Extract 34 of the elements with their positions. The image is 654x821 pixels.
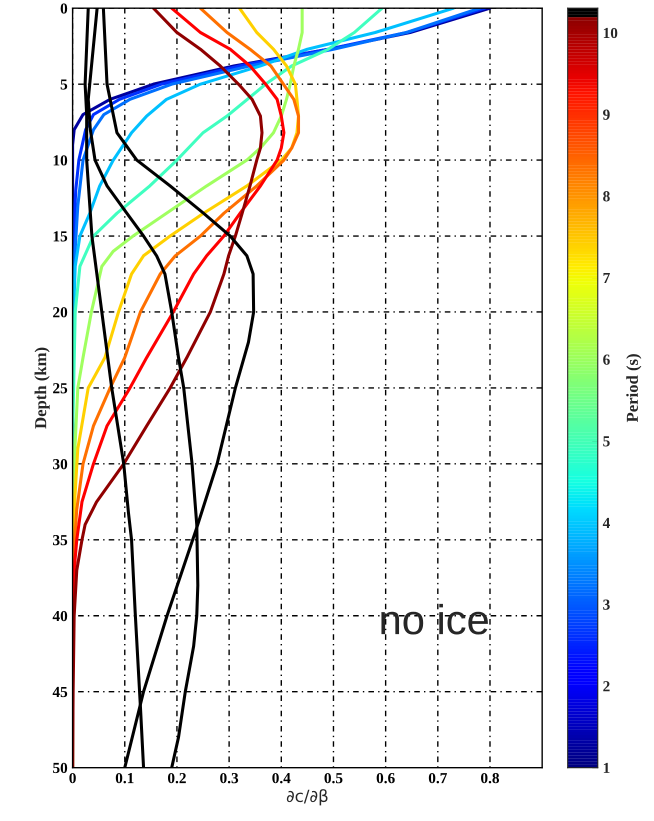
y-tick-label: 50 [53, 762, 68, 774]
y-tick-label: 15 [54, 231, 68, 242]
color-bar-label: 4 [602, 518, 610, 528]
y-tick-label: 25 [53, 383, 68, 394]
y-tick-label: 0 [60, 3, 68, 14]
y-tick-label: 35 [53, 534, 68, 546]
color-bar-label: 2 [603, 681, 610, 692]
x-axis-title: ∂c/∂β [286, 789, 328, 806]
color-bar-title: Period (s) [626, 354, 642, 422]
x-tick-label: 0.8 [481, 772, 500, 784]
x-tick-label: 0.1 [116, 772, 134, 784]
color-bar-label: 1 [604, 762, 610, 773]
x-tick-label: 0.5 [324, 772, 342, 784]
color-bar-label: 3 [603, 600, 610, 610]
color-bar-label: 7 [603, 272, 610, 283]
x-tick-label: 0.4 [272, 772, 291, 784]
x-tick-label: 0.7 [428, 772, 447, 784]
y-tick-label: 10 [54, 155, 68, 166]
y-tick-label: 45 [52, 686, 68, 698]
y-axis-title: Depth (km) [34, 348, 50, 429]
y-tick-label: 20 [53, 307, 68, 318]
annotation: no ice [381, 604, 488, 635]
x-tick-label: 0.2 [168, 772, 186, 784]
color-bar-label: 6 [603, 354, 610, 365]
x-tick-label: 0 [69, 772, 76, 784]
y-tick-label: 40 [52, 610, 68, 622]
color-bar-label: 5 [603, 436, 610, 446]
color-bar-label: 9 [603, 110, 610, 120]
color-bar-label: 8 [603, 191, 610, 202]
x-tick-label: 0.6 [376, 772, 395, 784]
x-tick-label: 0.3 [220, 772, 238, 784]
color-bar-label: 10 [604, 28, 618, 38]
y-tick-label: 30 [53, 459, 68, 470]
y-tick-label: 5 [60, 79, 68, 90]
